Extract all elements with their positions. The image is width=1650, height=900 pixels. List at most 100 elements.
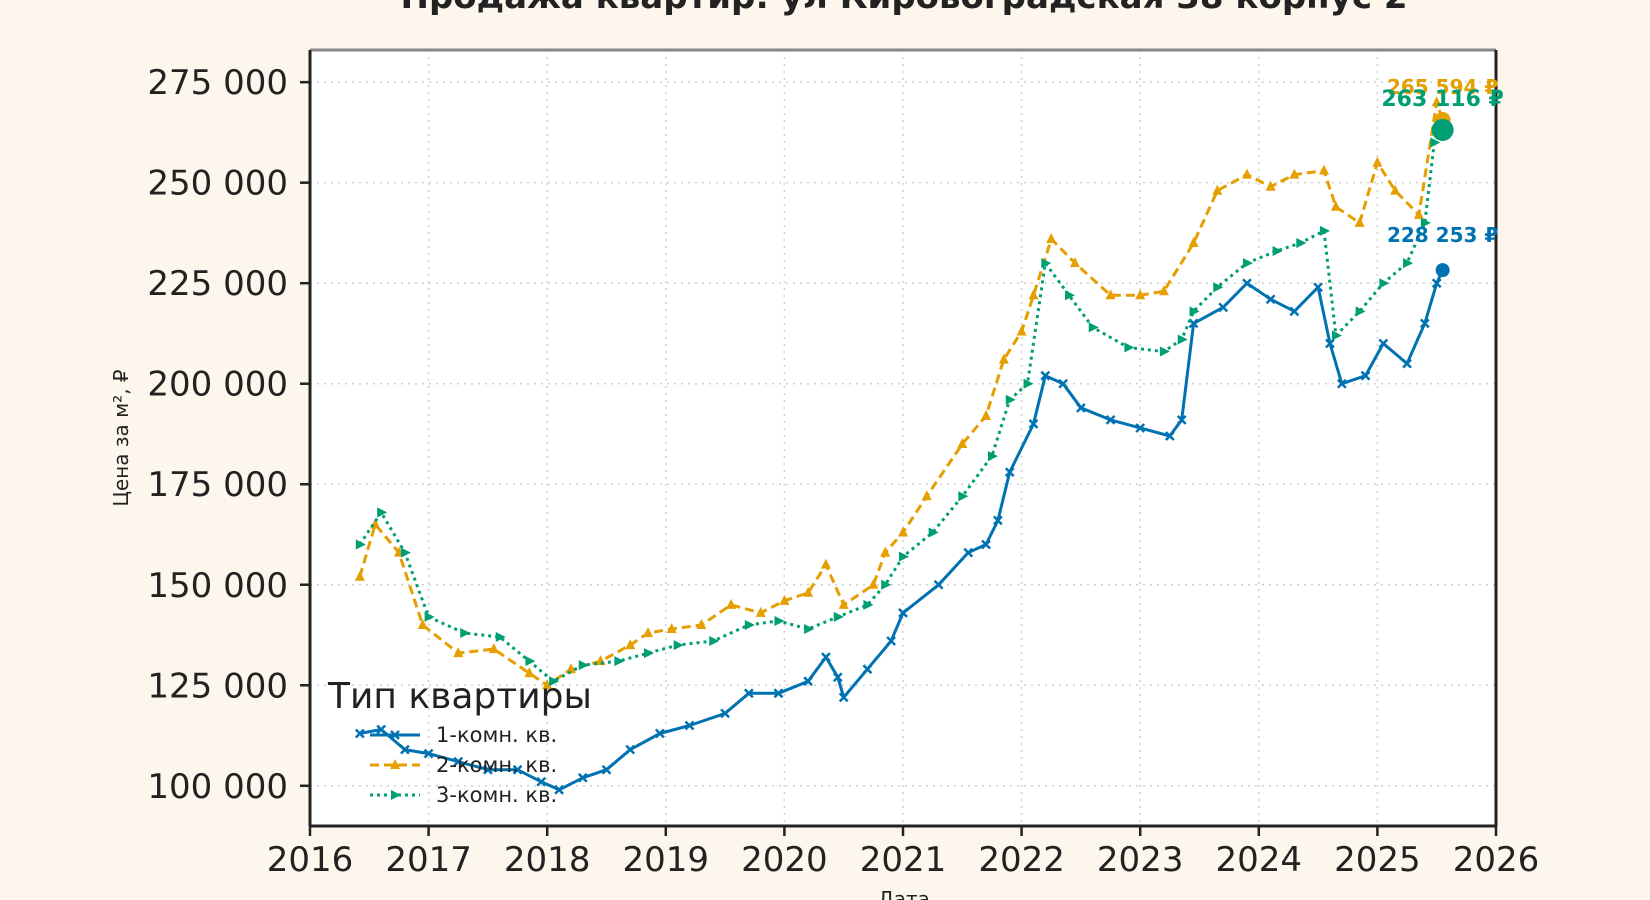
- data-point: [881, 579, 892, 590]
- data-point: [1355, 306, 1366, 317]
- data-point: [1046, 232, 1057, 243]
- data-point: [957, 438, 968, 449]
- data-point: [868, 578, 879, 589]
- data-point: [1158, 285, 1169, 296]
- data-point: [720, 708, 730, 719]
- data-point: [743, 688, 754, 699]
- data-point: [644, 648, 655, 659]
- data-point: [1403, 258, 1414, 269]
- data-point: [779, 594, 790, 605]
- data-point: [1402, 358, 1412, 369]
- data-point: [998, 353, 1009, 364]
- y-tick-label: 225 000: [147, 264, 288, 304]
- data-point: [1159, 346, 1170, 357]
- data-point: [453, 756, 464, 767]
- data-point: [1088, 322, 1099, 333]
- data-point: [625, 639, 636, 650]
- y-tick-label: 175 000: [147, 465, 288, 505]
- y-tick-label: 100 000: [147, 767, 288, 807]
- data-point: [354, 728, 365, 739]
- data-point: [666, 622, 677, 633]
- data-point: [1320, 225, 1331, 236]
- data-point: [1413, 208, 1424, 219]
- data-point: [1164, 431, 1175, 441]
- data-point: [1241, 168, 1252, 179]
- series-2: [354, 96, 1448, 690]
- data-point: [1354, 216, 1365, 227]
- end-value-label: 228 253 ₽: [1387, 223, 1498, 247]
- x-tick-label: 2018: [504, 840, 591, 880]
- data-point: [614, 656, 625, 667]
- data-point: [774, 615, 785, 626]
- data-point: [803, 676, 814, 687]
- data-point: [755, 606, 766, 617]
- x-tick-label: 2026: [1453, 840, 1540, 880]
- data-point: [625, 744, 636, 755]
- legend: Тип квартиры 1-комн. кв. 2-комн. кв. 3-ком…: [327, 676, 592, 807]
- end-value-label: 265 594 ₽: [1387, 75, 1498, 99]
- data-point: [1188, 236, 1199, 247]
- series-1: [354, 265, 1448, 795]
- data-point: [1265, 180, 1276, 191]
- data-point: [933, 579, 944, 590]
- data-point: [838, 692, 849, 703]
- data-point: [1212, 184, 1223, 195]
- data-point: [354, 570, 365, 581]
- plot-area: [310, 50, 1496, 826]
- data-point: [1296, 237, 1307, 248]
- data-point: [1058, 378, 1068, 389]
- data-point: [399, 744, 410, 755]
- data-point: [981, 539, 991, 550]
- data-point: [1040, 370, 1051, 381]
- data-point: [709, 636, 720, 647]
- data-point: [1069, 257, 1080, 268]
- data-point: [1390, 184, 1401, 195]
- legend-marker: [391, 790, 401, 800]
- data-point: [524, 667, 535, 678]
- end-marker: [1435, 263, 1450, 278]
- data-point: [987, 451, 998, 462]
- y-tick-label: 275 000: [147, 63, 288, 103]
- data-point: [673, 640, 684, 651]
- data-point: [696, 618, 707, 629]
- grid: [309, 50, 1497, 826]
- y-tick-label: 125 000: [147, 666, 288, 706]
- data-point: [1313, 282, 1323, 293]
- x-axis-label: Дата: [878, 887, 930, 900]
- x-tick-label: 2017: [385, 840, 472, 880]
- data-point: [1135, 289, 1146, 300]
- data-point: [1336, 378, 1347, 389]
- data-point: [1431, 96, 1442, 107]
- data-point: [684, 720, 695, 731]
- data-point: [1189, 306, 1200, 317]
- data-point: [1041, 258, 1052, 269]
- data-point: [1176, 415, 1187, 425]
- data-point: [833, 611, 844, 622]
- data-point: [536, 776, 547, 787]
- end-labels: 265 594 ₽263 116 ₽ 228 253 ₽: [1381, 75, 1504, 278]
- data-point: [601, 764, 612, 775]
- data-point: [1242, 258, 1253, 269]
- data-point: [577, 772, 588, 783]
- y-axis-label: Цена за м², ₽: [109, 369, 133, 507]
- data-point: [1372, 156, 1383, 167]
- legend-label: 3-комн. кв.: [436, 783, 557, 807]
- end-marker: [1431, 118, 1454, 141]
- data-point: [744, 619, 755, 630]
- legend-marker: [390, 759, 400, 769]
- data-point: [1124, 342, 1135, 353]
- data-point: [423, 748, 434, 759]
- data-point: [773, 688, 784, 699]
- data-point: [1330, 200, 1341, 211]
- data-point: [1431, 278, 1442, 289]
- data-point: [1331, 330, 1342, 341]
- data-point: [1004, 467, 1015, 478]
- data-point: [1135, 423, 1146, 433]
- data-point: [958, 491, 969, 502]
- data-point: [488, 643, 499, 654]
- data-point: [1378, 338, 1389, 349]
- x-tick-label: 2023: [1097, 840, 1184, 880]
- data-point: [1105, 415, 1116, 425]
- data-point: [1272, 246, 1283, 257]
